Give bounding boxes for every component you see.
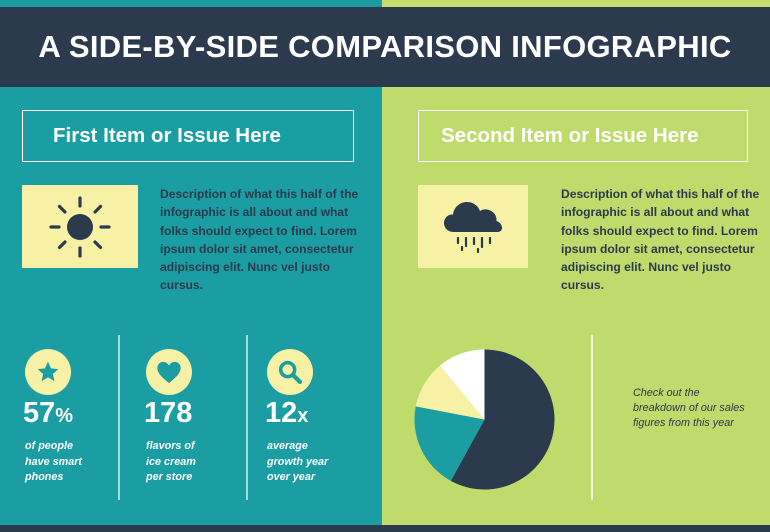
stat-value: 57% [23,397,73,430]
stat-label: flavors of ice cream per store [146,440,196,483]
chart-note: Check out the breakdown of our sales fig… [633,387,745,429]
top-strip [0,0,770,7]
pie-slice [415,365,485,420]
stat-label: average growth year over year [267,440,329,483]
right-heading-box: Second Item or Issue Here [418,110,748,162]
divider [118,335,120,500]
top-strip-right [382,0,770,7]
right-panel: Second Item or Issue Here Description of… [382,87,770,525]
page-title: A SIDE-BY-SIDE COMPARISON INFOGRAPHIC [38,29,732,64]
header-banner: A SIDE-BY-SIDE COMPARISON INFOGRAPHIC [0,7,770,87]
stat-number: 12 [265,397,298,429]
divider [246,335,248,500]
right-icon-box [418,185,528,268]
stat-value: 12x [265,397,308,430]
stat-suffix: % [55,405,74,427]
star-icon [37,361,59,382]
stat-value: 178 [144,397,192,430]
right-heading: Second Item or Issue Here [441,124,699,147]
pie-slice [414,406,485,481]
divider [591,335,593,500]
stat-number: 57 [23,397,56,429]
magnifier-icon [278,360,303,385]
right-description: Description of what this half of the inf… [561,187,760,293]
left-description: Description of what this half of the inf… [160,187,359,293]
top-strip-left [0,0,382,7]
star-badge [25,349,71,395]
bottom-strip [0,525,770,532]
stat-suffix: x [297,405,309,427]
left-heading-box: First Item or Issue Here [22,110,354,162]
rain-cloud-icon [444,201,502,253]
stat-number: 178 [144,397,193,429]
magnifier-badge [267,349,313,395]
pie-slice [439,349,485,420]
left-heading: First Item or Issue Here [53,124,281,147]
sun-icon [49,195,111,258]
stat-label: of people have smart phones [25,440,83,483]
heart-badge [146,349,192,395]
pie-slice [450,349,555,490]
sales-pie-chart [414,349,555,490]
heart-icon [157,361,181,384]
left-icon-box [22,185,138,268]
left-panel: First Item or Issue Here Description of … [0,87,382,525]
